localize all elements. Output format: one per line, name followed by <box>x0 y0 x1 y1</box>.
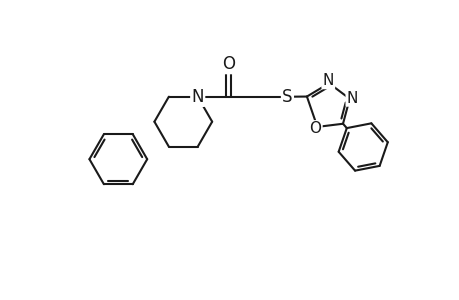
Text: O: O <box>222 55 235 73</box>
Text: S: S <box>281 88 292 106</box>
Text: O: O <box>309 121 321 136</box>
Text: N: N <box>191 88 203 106</box>
Text: N: N <box>322 73 333 88</box>
Text: N: N <box>346 91 357 106</box>
